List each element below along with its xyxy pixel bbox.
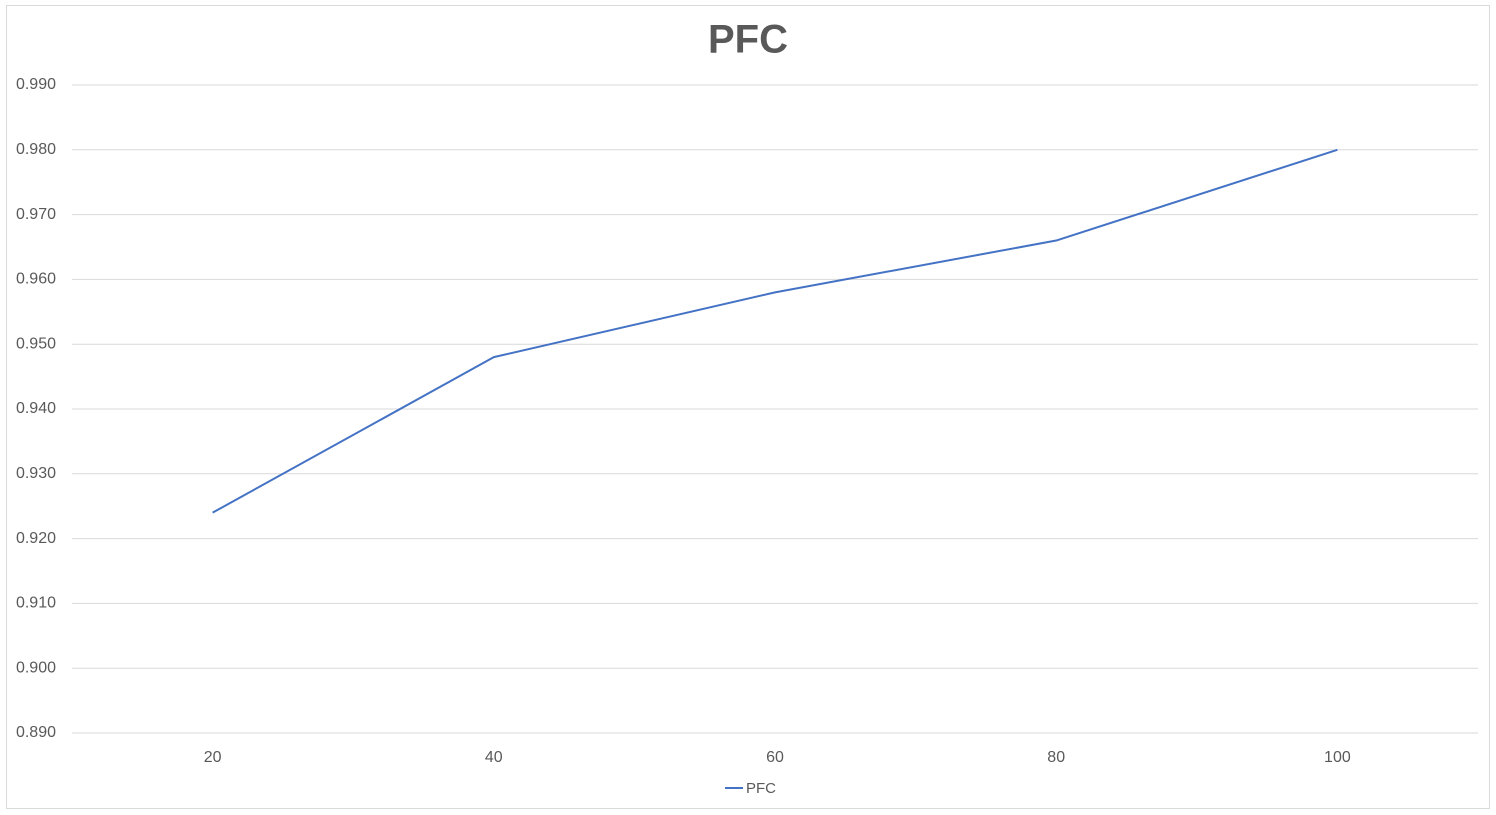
x-tick-label: 80 [1047,749,1065,766]
y-tick-label: 0.920 [16,530,56,547]
y-tick-label: 0.990 [16,76,56,93]
chart-title: PFC [708,18,788,62]
legend-label: PFC [746,780,776,797]
y-tick-label: 0.970 [16,206,56,223]
x-tick-label: 100 [1324,749,1351,766]
y-tick-label: 0.960 [16,271,56,288]
x-tick-label: 60 [766,749,784,766]
chart-border [6,5,1490,809]
x-tick-label: 40 [485,749,503,766]
y-tick-label: 0.900 [16,659,56,676]
y-tick-label: 0.980 [16,141,56,158]
y-tick-label: 0.910 [16,595,56,612]
data-line [212,148,1338,514]
y-tick-label: 0.890 [16,724,56,741]
x-tick-label: 20 [204,749,222,766]
y-tick-label: 0.940 [16,400,56,417]
y-tick-label: 0.950 [16,335,56,352]
y-tick-label: 0.930 [16,465,56,482]
